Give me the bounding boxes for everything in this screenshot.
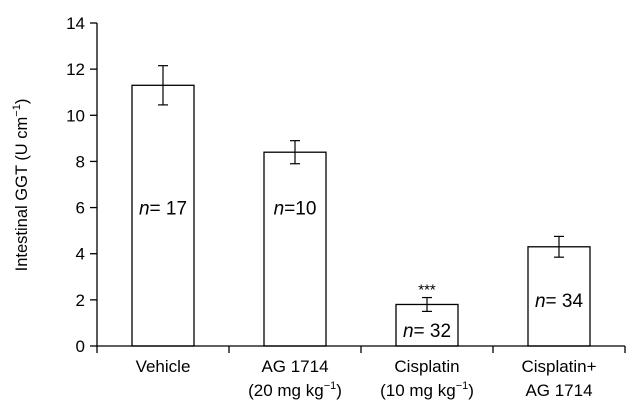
x-axis: Vehicle AG 1714 (20 mg kg−1) Cisplatin (10 m… [96,345,626,400]
bars: n= 17 n=10 n= 32 *** n= 34 [131,65,591,347]
n-label: n= 17 [139,199,187,220]
y-tick-label: 0 [76,337,85,356]
y-tick-label: 2 [76,291,85,310]
x-category-label: AG 1714 [261,357,328,376]
y-tick-label: 12 [66,60,85,79]
x-category-label: Cisplatin [394,357,459,376]
y-tick-label: 14 [66,14,85,33]
y-tick-label: 4 [76,245,85,264]
y-axis-label: Intestinal GGT (U cm−1) [11,99,31,272]
y-axis: 0 2 4 6 8 10 12 14 [66,14,98,356]
n-label: n= 32 [403,321,451,342]
y-tick-label: 6 [76,199,85,218]
n-label: n= 34 [535,291,584,312]
y-tick-label: 8 [76,152,85,171]
x-category-label: Vehicle [136,357,191,376]
x-category-label: Cisplatin+ [521,357,596,376]
y-tick-label: 10 [66,106,85,125]
significance-marker: *** [418,282,436,299]
x-category-label-line2: AG 1714 [525,381,592,400]
n-label: n=10 [274,199,317,220]
x-category-label-line2: (10 mg kg−1) [380,380,474,400]
bar [263,151,327,347]
x-category-label-line2: (20 mg kg−1) [248,380,342,400]
bar [131,84,195,347]
